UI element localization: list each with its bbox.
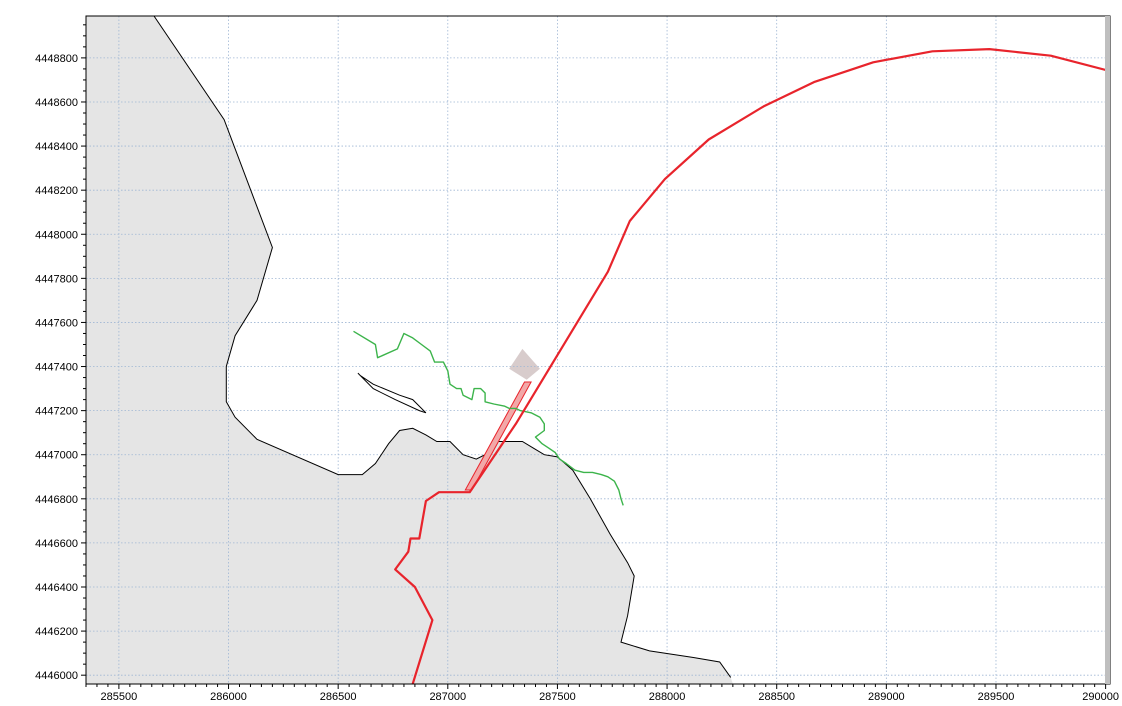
- y-tick-label-14: 4448800: [35, 53, 78, 65]
- creek-outline: [357, 372, 427, 414]
- x-tick-label-4: 287500: [539, 691, 576, 703]
- x-tick-label-0: 285500: [101, 691, 138, 703]
- shoal-area: [509, 348, 540, 380]
- x-axis: 285500 286000 286500 287000 287500 288000 2885…: [85, 684, 1119, 703]
- y-tick-label-9: 4447800: [35, 273, 78, 285]
- y-tick-label-8: 4447600: [35, 317, 78, 329]
- x-tick-label-2: 286500: [320, 691, 357, 703]
- y-tick-label-3: 4446600: [35, 538, 78, 550]
- x-tick-label-5: 288000: [649, 691, 686, 703]
- y-tick-label-1: 4446200: [35, 626, 78, 638]
- y-axis: 4446000 4446200 4446400 4446600 4446800 44470…: [35, 24, 86, 682]
- coastline: [153, 16, 732, 678]
- y-tick-label-0: 4446000: [35, 670, 78, 682]
- x-tick-label-9: 290000: [1082, 691, 1119, 703]
- red-track-line: [394, 47, 1110, 684]
- y-tick-label-2: 4446400: [35, 582, 78, 594]
- y-tick-label-13: 4448600: [35, 97, 78, 109]
- y-tick-label-6: 4447200: [35, 406, 78, 418]
- x-tick-label-3: 287000: [429, 691, 466, 703]
- y-tick-label-4: 4446800: [35, 494, 78, 506]
- plot-area: [86, 16, 1110, 684]
- y-tick-label-10: 4448000: [35, 229, 78, 241]
- y-tick-label-5: 4447000: [35, 450, 78, 462]
- y-tick-label-12: 4448400: [35, 141, 78, 153]
- grid-lines: [86, 16, 1110, 684]
- x-tick-label-7: 289000: [868, 691, 905, 703]
- x-tick-label-1: 286000: [210, 691, 247, 703]
- green-track-line: [353, 330, 624, 506]
- x-tick-label-6: 288500: [758, 691, 795, 703]
- land-area: [86, 16, 733, 684]
- right-edge-bar: [1105, 16, 1110, 684]
- y-tick-label-11: 4448200: [35, 185, 78, 197]
- y-tick-label-7: 4447400: [35, 362, 78, 374]
- x-tick-label-8: 289500: [978, 691, 1015, 703]
